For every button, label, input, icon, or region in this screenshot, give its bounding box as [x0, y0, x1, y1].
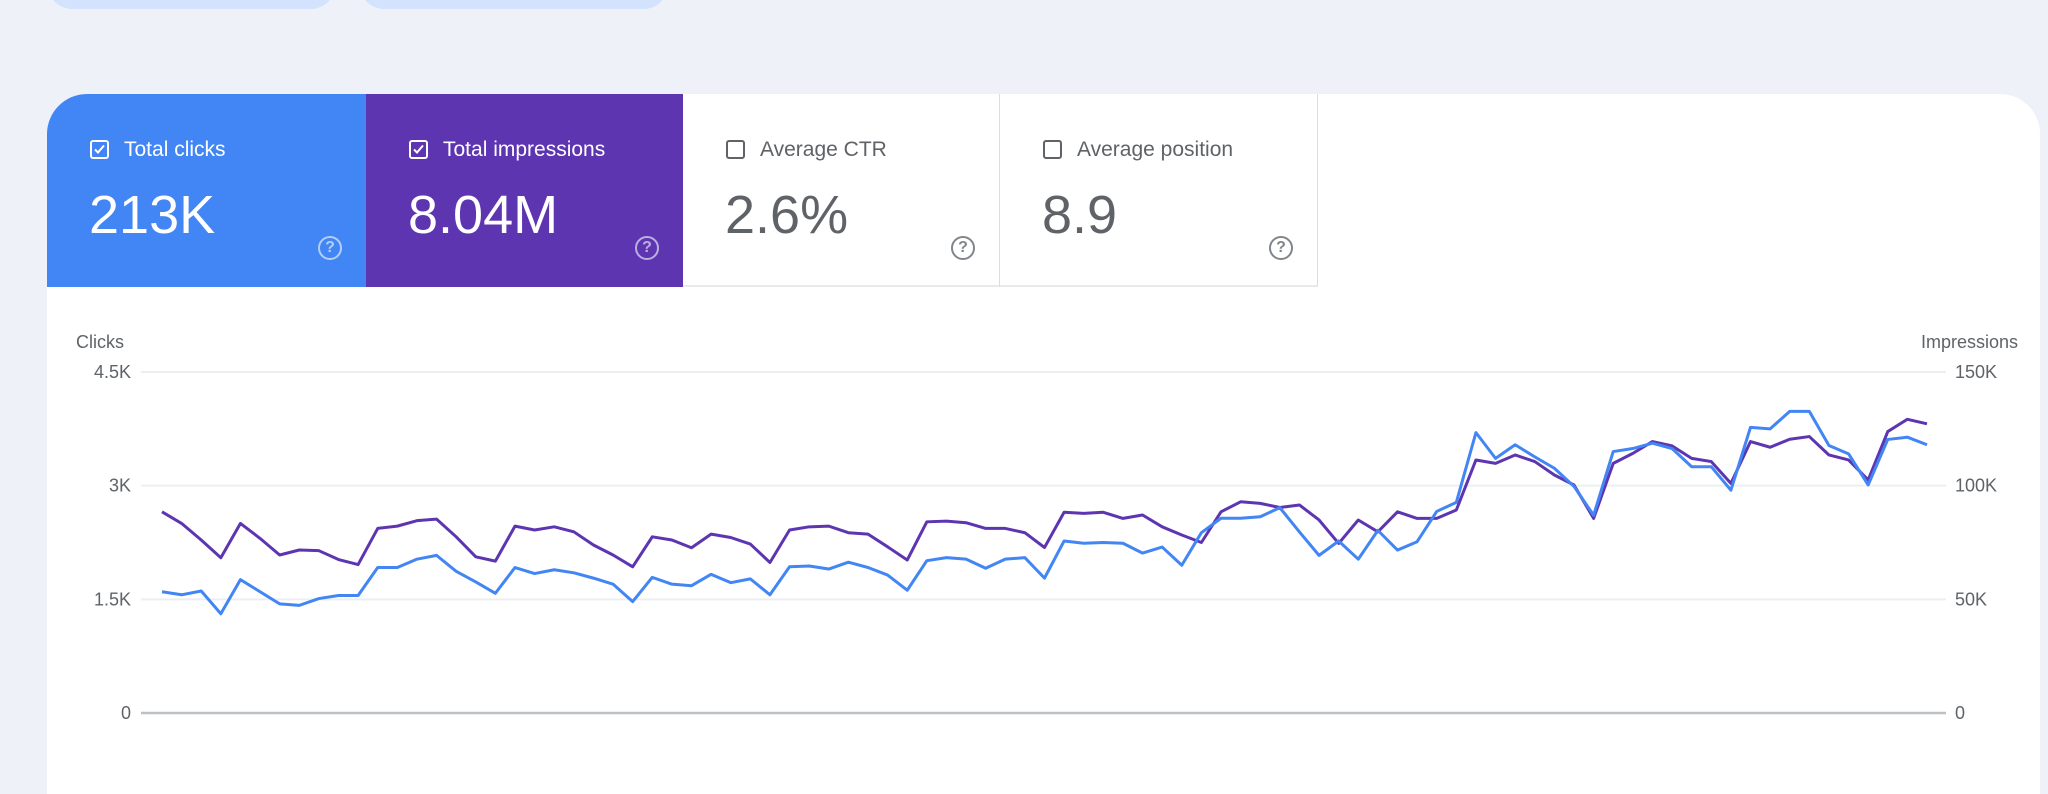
tab-label: Average CTR [760, 138, 887, 161]
help-icon[interactable]: ? [318, 236, 342, 260]
left-tick-label: 4.5K [94, 362, 131, 382]
left-tick-label: 3K [109, 476, 131, 496]
tab-total-impressions[interactable]: Total impressions 8.04M ? [366, 94, 683, 287]
right-tick-label: 100K [1955, 476, 1997, 496]
tab-value: 8.04M [408, 185, 559, 245]
tab-label: Average position [1077, 138, 1234, 161]
tab-value: 8.9 [1042, 185, 1118, 245]
help-icon[interactable]: ? [1269, 236, 1293, 260]
help-icon[interactable]: ? [635, 236, 659, 260]
left-axis-title: Clicks [76, 332, 124, 352]
checkbox-unchecked-icon[interactable] [726, 140, 745, 159]
tab-average-position[interactable]: Average position 8.9 ? [1000, 94, 1318, 287]
left-tick-label: 0 [121, 703, 131, 723]
tab-value: 2.6% [725, 185, 849, 245]
left-tick-label: 1.5K [94, 589, 131, 609]
tab-value: 213K [89, 185, 216, 245]
performance-card: Total clicks 213K ? Total impressions 8.… [47, 94, 2040, 794]
impressions-line [161, 417, 1928, 569]
tab-total-clicks[interactable]: Total clicks 213K ? [47, 94, 366, 287]
checkbox-unchecked-icon[interactable] [1043, 140, 1062, 159]
right-axis-title: Impressions [1921, 332, 2018, 352]
checkbox-checked-icon[interactable] [409, 140, 428, 159]
clicks-line [161, 409, 1928, 616]
right-tick-label: 150K [1955, 362, 1997, 382]
help-icon[interactable]: ? [951, 236, 975, 260]
performance-chart: Clicks Impressions 0 0 1.5K 50K 3K 100K 4.5K 15… [76, 332, 2018, 723]
tab-average-ctr[interactable]: Average CTR 2.6% ? [683, 94, 1000, 287]
tab-label: Total impressions [443, 138, 606, 161]
right-tick-label: 50K [1955, 589, 1987, 609]
filter-chip-1[interactable] [48, 0, 335, 9]
checkbox-checked-icon[interactable] [90, 140, 109, 159]
filter-chip-2[interactable] [360, 0, 668, 9]
tab-label: Total clicks [124, 138, 226, 161]
right-tick-label: 0 [1955, 703, 1965, 723]
